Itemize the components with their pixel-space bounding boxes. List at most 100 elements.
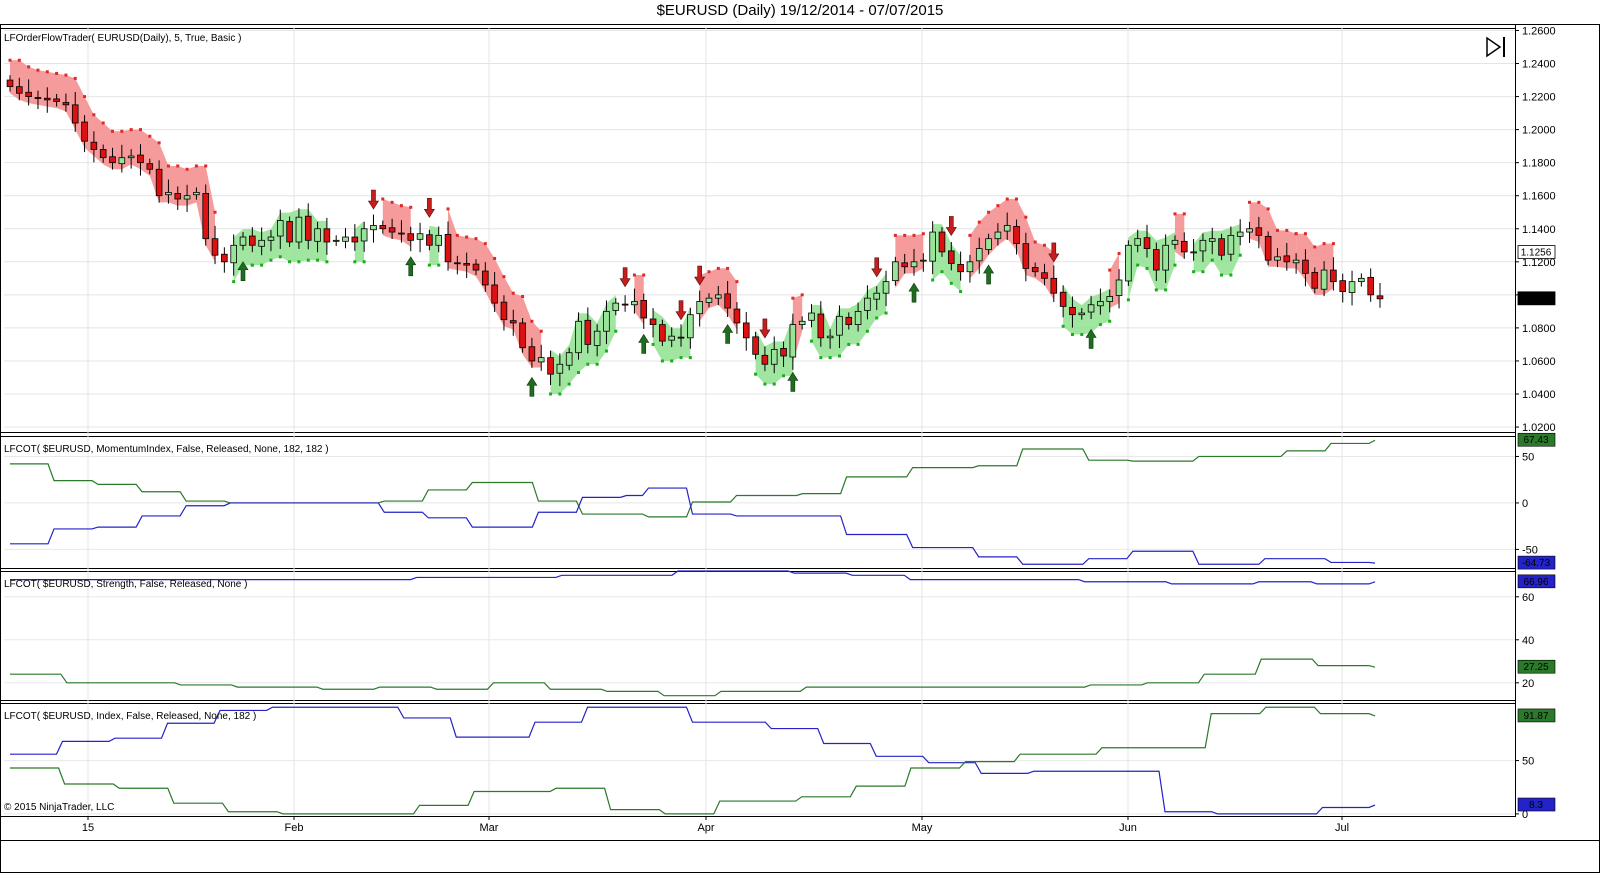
y-tick-label: 1.2200 [1522, 92, 1556, 104]
price-marker-badge-box [1517, 245, 1556, 259]
band-dot [707, 270, 711, 274]
band-dot [884, 311, 888, 315]
candle-down [948, 250, 955, 264]
buy-arrow-icon [1085, 328, 1097, 349]
candle-down [733, 308, 741, 324]
candle-down [845, 316, 853, 325]
band-dot [763, 382, 767, 386]
band-dot [1061, 324, 1065, 328]
band-dot [819, 356, 823, 360]
band-dot [138, 128, 142, 132]
candle-down [659, 324, 666, 342]
candle-up [1320, 269, 1328, 290]
band-dot [213, 210, 217, 214]
band-dot [1145, 266, 1149, 270]
candle-down [137, 154, 144, 164]
candle-down [426, 234, 433, 246]
band-dot [679, 356, 683, 360]
band-dot [1173, 212, 1177, 216]
sell-arrow-icon [871, 257, 883, 278]
candle-down [286, 221, 293, 243]
buy-arrow-icon [722, 323, 734, 344]
candle-down [1041, 272, 1048, 279]
y-tick-label: 1.0800 [1522, 323, 1556, 335]
candle-down [509, 320, 517, 324]
band-dot [893, 233, 897, 237]
candle-down [742, 322, 750, 339]
band-dot [1285, 228, 1289, 232]
candle-down [211, 238, 219, 256]
copyright-text: © 2015 NinjaTrader, LLC [4, 802, 114, 813]
buy-arrow-icon [237, 261, 249, 282]
candle-up [929, 231, 936, 262]
band-dot [921, 232, 925, 236]
strength-series-green [10, 658, 1376, 697]
band-dot [586, 362, 590, 366]
candle-up [994, 231, 1002, 240]
candle-up [1162, 244, 1169, 271]
candle-up [966, 261, 974, 273]
index-panel-label: LFCOT( $EURUSD, Index, False, Released, … [4, 711, 256, 722]
strength-last-badge-box [1517, 659, 1556, 674]
band-dot [949, 281, 953, 285]
candle-down [491, 284, 498, 304]
candle-up [1199, 239, 1207, 252]
candle-down [1218, 238, 1225, 256]
band-dot [735, 280, 739, 284]
candle-down [519, 322, 526, 349]
band-dot [558, 392, 562, 396]
candle-down [752, 336, 759, 355]
candle-down [90, 141, 98, 150]
candle-up [789, 324, 797, 358]
band-dot [1220, 273, 1224, 277]
candle-up [1190, 251, 1197, 254]
band-dot [260, 263, 264, 267]
candle-up [1106, 296, 1114, 302]
candle-up [705, 297, 713, 303]
band-dot [1108, 268, 1112, 272]
band-dot [1313, 245, 1317, 249]
band-dot [297, 260, 301, 264]
candle-up [165, 192, 172, 196]
sell-arrow-icon [367, 189, 380, 210]
band-dot [148, 134, 152, 138]
candle-down [528, 346, 536, 362]
candle-up [565, 352, 573, 366]
band-dot [688, 356, 692, 360]
x-tick-label: Jul [1335, 822, 1349, 834]
candle-up [1358, 277, 1365, 283]
candle-up [1208, 238, 1216, 242]
candle-up [295, 216, 303, 243]
band-dot [670, 359, 674, 363]
band-dot [754, 372, 758, 376]
band-dot [353, 260, 357, 264]
candle-up [1078, 312, 1086, 316]
band-dot [120, 129, 124, 133]
band-dot [940, 270, 944, 274]
candle-down [53, 98, 60, 102]
skip-end-icon[interactable] [1486, 36, 1502, 58]
band-dot [176, 164, 180, 168]
trend-band-red [1249, 202, 1297, 269]
y-tick-label: 50 [1522, 756, 1534, 768]
candle-down [174, 193, 182, 200]
candle-up [603, 310, 610, 332]
last-price-badge-box [1517, 291, 1556, 306]
band-dot [959, 290, 963, 294]
band-dot [977, 220, 981, 224]
trend-band-red [1016, 199, 1054, 300]
x-tick-label: Feb [285, 822, 304, 834]
band-dot [502, 275, 506, 279]
band-dot [73, 76, 77, 80]
candle-up [798, 320, 806, 325]
y-tick-label: 1.1400 [1522, 224, 1556, 236]
candle-down [463, 263, 470, 266]
candle-up [826, 335, 834, 339]
y-tick-label: -50 [1522, 544, 1538, 556]
candle-up [276, 220, 284, 237]
band-dot [1303, 232, 1307, 236]
candle-down [817, 313, 825, 339]
candle-down [1153, 249, 1160, 271]
band-dot [427, 263, 431, 267]
